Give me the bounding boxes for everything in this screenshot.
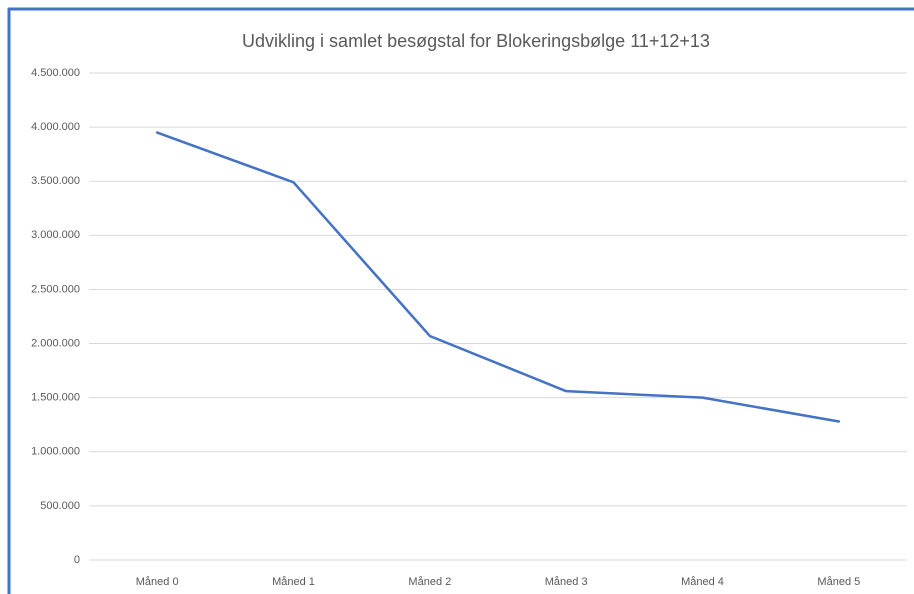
y-tick-label: 500.000 (40, 500, 80, 512)
y-tick-label: 4.500.000 (31, 67, 80, 79)
x-tick-label: Måned 1 (272, 576, 315, 588)
y-tick-label: 3.000.000 (31, 229, 80, 241)
chart-title: Udvikling i samlet besøgstal for Blokeri… (242, 31, 710, 51)
y-tick-label: 1.000.000 (31, 446, 80, 458)
x-tick-label: Måned 5 (817, 576, 860, 588)
y-tick-label: 2.500.000 (31, 283, 80, 295)
y-tick-label: 0 (74, 554, 80, 566)
x-tick-label: Måned 2 (408, 576, 451, 588)
y-tick-label: 4.000.000 (31, 121, 80, 133)
x-tick-label: Måned 3 (545, 576, 588, 588)
y-tick-label: 3.500.000 (31, 175, 80, 187)
y-tick-label: 1.500.000 (31, 392, 80, 404)
x-tick-label: Måned 0 (136, 576, 179, 588)
x-tick-label: Måned 4 (681, 576, 724, 588)
line-series (155, 131, 841, 423)
y-tick-label: 2.000.000 (31, 337, 80, 349)
